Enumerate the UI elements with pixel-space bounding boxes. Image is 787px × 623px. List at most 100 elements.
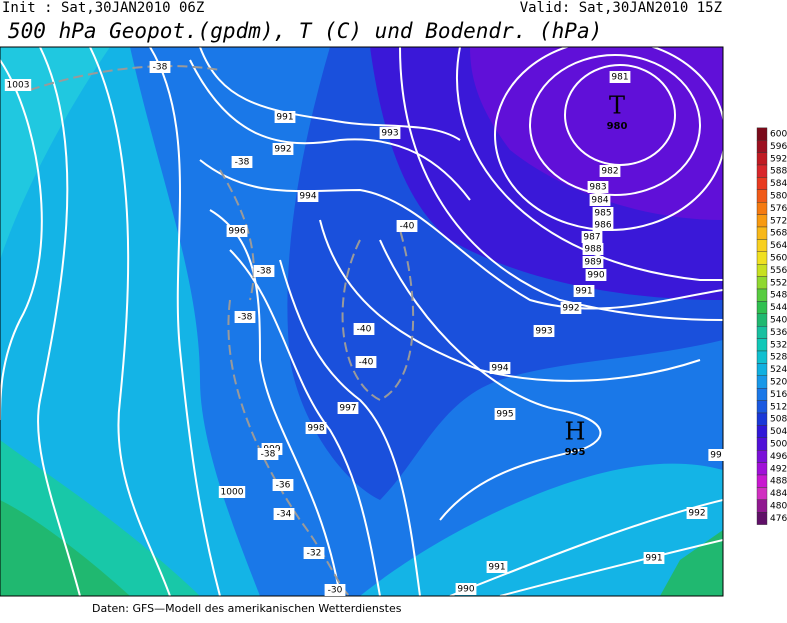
isobar-label: 995 xyxy=(496,410,513,420)
colorbar-label: 564 xyxy=(770,241,787,251)
colorbar-swatch xyxy=(756,474,768,488)
isobar-label: 1000 xyxy=(221,488,244,498)
colorbar-swatch xyxy=(756,437,768,451)
isobar-label: 993 xyxy=(381,129,398,139)
colorbar-label: 600 xyxy=(770,130,787,140)
colorbar-swatch xyxy=(756,251,768,265)
temperature-label-box xyxy=(303,547,325,559)
isobar-label-box xyxy=(305,422,327,434)
isobar-label-box xyxy=(494,408,516,420)
isobar-label-box xyxy=(272,143,294,155)
colorbar-label: 488 xyxy=(770,477,787,487)
temperature-label: -38 xyxy=(235,158,250,168)
colorbar-swatch xyxy=(756,487,768,500)
temperature-label-box xyxy=(149,61,171,73)
colorbar-swatch xyxy=(756,276,768,290)
isobar-label: 998 xyxy=(307,424,324,434)
isobar-label: 988 xyxy=(584,245,601,255)
isobar-label: 996 xyxy=(228,227,245,237)
colorbar-label: 476 xyxy=(770,514,787,524)
colorbar-swatch xyxy=(756,177,768,190)
temperature-label: -40 xyxy=(357,325,372,335)
colorbar-swatch xyxy=(756,313,768,327)
colorbar-swatch xyxy=(756,425,768,438)
colorbar-swatch xyxy=(756,264,768,277)
field-500 xyxy=(470,47,723,220)
isobar-label-box xyxy=(533,325,555,337)
isobar-label-box xyxy=(609,71,631,83)
isobar-label-box xyxy=(582,256,604,268)
isobar-label: 984 xyxy=(591,196,608,206)
colorbar-swatch xyxy=(756,152,768,166)
field-540-se xyxy=(660,530,723,596)
temperature-label: -30 xyxy=(328,586,343,596)
isobar-label: 982 xyxy=(601,167,618,177)
colorbar-swatch xyxy=(756,301,768,314)
isobar-label-box xyxy=(4,79,32,91)
colorbar-label: 552 xyxy=(770,278,787,288)
colorbar-label: 572 xyxy=(770,216,787,226)
temperature-label-box xyxy=(231,156,253,168)
temperature-label-box xyxy=(353,323,375,335)
temperature-label: -38 xyxy=(238,313,253,323)
colorbar-label: 532 xyxy=(770,340,787,350)
center-symbol: T xyxy=(609,92,625,120)
colorbar-label: 560 xyxy=(770,254,787,264)
colorbar-swatch xyxy=(756,363,768,376)
init-time: Init : Sat,30JAN2010 06Z xyxy=(2,0,204,16)
temperature-label-box xyxy=(324,584,346,596)
colorbar-label: 500 xyxy=(770,440,787,450)
isobar-label: 997 xyxy=(339,404,356,414)
colorbar-swatch xyxy=(756,214,768,228)
field-524 xyxy=(0,47,110,260)
isobar-label-box xyxy=(592,207,614,219)
colorbar-swatch xyxy=(756,288,768,302)
colorbar-label: 584 xyxy=(770,179,787,189)
colorbar-label: 504 xyxy=(770,427,787,437)
temperature-label-box xyxy=(272,479,294,491)
colorbar-label: 568 xyxy=(770,229,787,239)
temperature-label-box xyxy=(234,311,256,323)
colorbar-label: 528 xyxy=(770,353,787,363)
colorbar-label: 508 xyxy=(770,415,787,425)
isobar-label: 994 xyxy=(299,192,316,202)
isobar-label-box xyxy=(643,552,665,564)
isobar-label-box xyxy=(599,165,621,177)
colorbar-swatch xyxy=(756,412,768,426)
colorbar-label: 524 xyxy=(770,365,787,375)
colorbar-label: 592 xyxy=(770,154,787,164)
colorbar-swatch xyxy=(756,462,768,476)
temperature-label: -38 xyxy=(261,450,276,460)
isobar-label: 989 xyxy=(584,258,601,268)
colorbar-label: 544 xyxy=(770,303,787,313)
isobar-label: 993 xyxy=(535,327,552,337)
colorbar-swatch xyxy=(756,375,768,389)
isobar-label: 991 xyxy=(575,287,592,297)
temperature-label: -34 xyxy=(277,510,292,520)
colorbar-swatch xyxy=(756,338,768,352)
isobar-label-box xyxy=(297,190,319,202)
isobar-label-box xyxy=(585,269,607,281)
colorbar-label: 484 xyxy=(770,489,787,499)
colorbar-swatch xyxy=(756,164,768,178)
temperature-label: -36 xyxy=(276,481,291,491)
colorbar-swatch xyxy=(756,139,768,153)
colorbar-swatch xyxy=(756,400,768,414)
isobar-label-box xyxy=(589,194,611,206)
colorbar-label: 496 xyxy=(770,452,787,462)
isobar-label-box xyxy=(337,402,359,414)
temperature-label-box xyxy=(355,356,377,368)
map-frame xyxy=(0,46,724,597)
colorbar-label: 480 xyxy=(770,502,787,512)
colorbar-swatch xyxy=(756,239,768,252)
colorbar-label: 556 xyxy=(770,266,787,276)
colorbar-swatch xyxy=(756,499,768,513)
isobar-label: 983 xyxy=(589,183,606,193)
isobar-label-box xyxy=(582,243,604,255)
temperature-label-box xyxy=(396,220,418,232)
isobar-label: 992 xyxy=(274,145,291,155)
colorbar-label: 492 xyxy=(770,464,787,474)
isobar-label: 990 xyxy=(587,271,604,281)
